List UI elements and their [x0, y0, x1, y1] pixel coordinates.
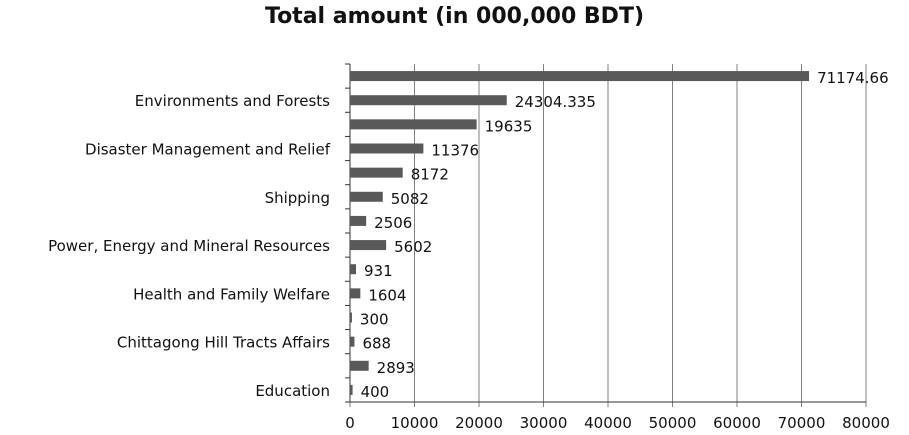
data-label: 400 [361, 383, 390, 401]
bars [350, 71, 810, 395]
x-tick-label: 10000 [391, 414, 439, 432]
data-label: 688 [362, 335, 391, 353]
data-label: 931 [364, 262, 393, 280]
bar-3 [350, 143, 424, 154]
data-label: 8172 [411, 166, 449, 184]
bar-7 [350, 240, 387, 251]
category-label: Disaster Management and Relief [85, 141, 331, 159]
x-tick-label: 0 [345, 414, 355, 432]
category-label: Health and Family Welfare [133, 285, 330, 303]
bar-9 [350, 288, 361, 299]
bar-0 [350, 71, 810, 82]
gridlines [345, 63, 867, 407]
data-label: 71174.66 [817, 69, 889, 87]
category-label: Environments and Forests [135, 92, 330, 110]
x-tick-label: 30000 [520, 414, 568, 432]
data-label: 19635 [485, 117, 533, 135]
data-label: 24304.335 [515, 93, 596, 111]
x-tick-label: 60000 [713, 414, 761, 432]
bar-12 [350, 360, 369, 371]
bar-4 [350, 167, 403, 178]
data-label: 5602 [394, 238, 432, 256]
x-tick-label: 20000 [455, 414, 503, 432]
x-tick-label: 80000 [842, 414, 890, 432]
bar-2 [350, 119, 477, 130]
x-tick-label: 50000 [649, 414, 697, 432]
data-label: 5082 [391, 190, 429, 208]
category-label: Shipping [265, 189, 330, 207]
bar-10 [350, 312, 352, 323]
bar-1 [350, 95, 507, 106]
category-label: Chittagong Hill Tracts Affairs [117, 334, 330, 352]
x-tick-label: 40000 [584, 414, 632, 432]
bar-8 [350, 264, 357, 275]
bar-5 [350, 191, 383, 202]
labels: 0 10000 20000 30000 40000 50000 60000 70000 8000… [48, 69, 890, 432]
category-label: Education [255, 382, 330, 400]
data-label: 2506 [374, 214, 412, 232]
category-label: Power, Energy and Mineral Resources [48, 237, 330, 255]
bar-13 [350, 384, 353, 395]
bar-11 [350, 336, 355, 347]
bar-6 [350, 215, 367, 226]
data-label: 1604 [368, 286, 406, 304]
data-label: 11376 [431, 142, 479, 160]
chart-title: Total amount (in 000,000 BDT) [264, 4, 645, 29]
data-label: 2893 [377, 359, 415, 377]
data-label: 300 [360, 311, 389, 329]
x-tick-label: 70000 [778, 414, 826, 432]
